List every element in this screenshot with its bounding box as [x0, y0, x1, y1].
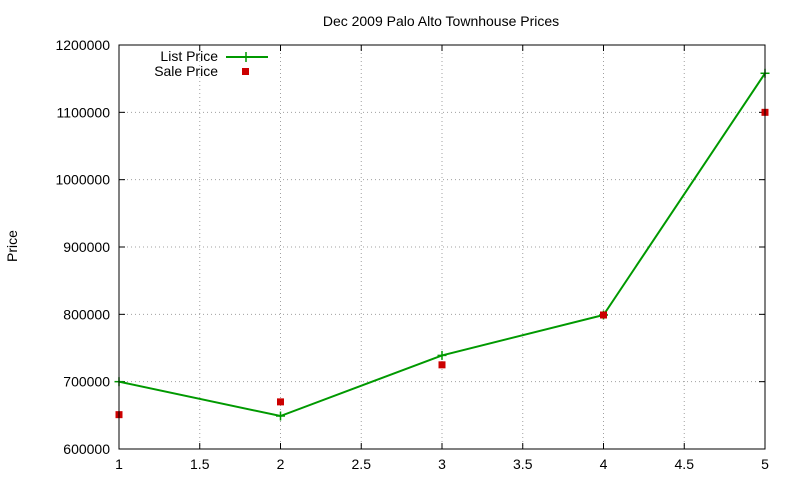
x-tick-label: 4	[600, 456, 608, 472]
sale-price-point	[277, 398, 284, 406]
x-tick-label: 4.5	[675, 456, 695, 472]
y-tick-label: 1200000	[55, 37, 110, 53]
y-tick-label: 900000	[63, 239, 110, 255]
x-tick-label: 3.5	[513, 456, 533, 472]
y-tick-label: 1000000	[55, 172, 110, 188]
legend-sale-price-label: Sale Price	[154, 63, 218, 79]
x-tick-label: 5	[761, 456, 769, 472]
y-tick-label: 800000	[63, 306, 110, 322]
list-price-point	[276, 411, 285, 421]
sale-price-point	[600, 311, 607, 319]
x-tick-label: 3	[438, 456, 446, 472]
x-tick-label: 2	[277, 456, 285, 472]
axis-ticks: 1 1.5 2 2.5 3 3.5 4 4.5 5 600000 700000 800000 90000…	[55, 37, 769, 472]
x-tick-label: 1	[115, 456, 123, 472]
plot-frame	[118, 44, 766, 450]
list-price-point	[437, 350, 447, 360]
y-tick-label: 700000	[63, 374, 110, 390]
y-tick-label: 600000	[63, 441, 110, 457]
chart-title: Dec 2009 Palo Alto Townhouse Prices	[323, 13, 559, 29]
x-tick-label: 1.5	[190, 456, 210, 472]
legend-list-price-label: List Price	[160, 48, 218, 64]
y-tick-label: 1100000	[57, 104, 111, 120]
sale-price-point	[438, 361, 446, 369]
y-axis-label: Price	[4, 230, 20, 262]
x-tick-label: 2.5	[352, 456, 372, 472]
legend-sale-price-marker	[242, 68, 249, 75]
grid-lines	[119, 45, 765, 449]
